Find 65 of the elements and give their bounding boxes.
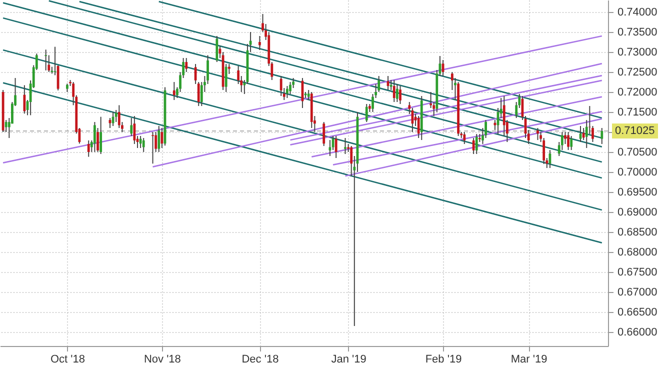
y-tick-label: 0.73500 <box>618 26 658 38</box>
y-tick-label: 0.68000 <box>618 246 658 258</box>
candlestick <box>548 150 552 168</box>
candlestick <box>114 110 118 122</box>
x-tick-label: Mar '19 <box>510 354 548 365</box>
x-tick-label: Dec '18 <box>242 354 279 365</box>
y-tick-label: 0.69000 <box>618 206 658 218</box>
candlestick <box>44 49 48 71</box>
x-tick-label: Jan '19 <box>331 354 366 365</box>
y-tick-label: 0.74000 <box>618 6 658 18</box>
candlestick <box>118 104 120 128</box>
candlestick <box>87 140 90 158</box>
candlestick <box>54 46 56 76</box>
candlestick <box>23 84 26 114</box>
candlestick <box>224 64 228 92</box>
candlestick <box>280 76 282 96</box>
candlestick <box>286 86 288 98</box>
candlestick <box>94 122 96 152</box>
y-tick-label: 0.72000 <box>618 86 658 98</box>
y-tick-label: 0.68500 <box>618 226 658 238</box>
y-tick-label: 0.70000 <box>618 166 658 178</box>
y-tick-label: 0.66500 <box>618 306 658 318</box>
candlestick <box>463 132 466 144</box>
y-tick-label: 0.72500 <box>618 66 658 78</box>
y-tick-label: 0.73000 <box>618 46 658 58</box>
y-tick-label: 0.71500 <box>618 106 658 118</box>
candlestick <box>365 104 368 122</box>
y-tick-label: 0.70500 <box>618 146 658 158</box>
candlestick <box>536 128 539 140</box>
candlestick <box>160 128 164 148</box>
candlestick <box>396 84 398 102</box>
candlestick <box>322 122 326 146</box>
candlestick <box>130 118 133 136</box>
candlestick <box>142 138 145 152</box>
candlestick <box>392 80 396 102</box>
y-tick-label: 0.69500 <box>618 186 658 198</box>
candlestick <box>185 58 188 72</box>
candlestick <box>158 126 160 152</box>
candlestick <box>258 36 261 50</box>
candlestick <box>289 82 292 94</box>
candlestick <box>133 116 136 144</box>
y-tick-label: 0.67000 <box>618 286 658 298</box>
candlestick <box>472 138 475 154</box>
candlestick <box>475 134 478 154</box>
candlestick <box>228 64 230 74</box>
y-tick-label: 0.67500 <box>618 266 658 278</box>
candlestick <box>172 82 176 100</box>
x-tick-label: Nov '18 <box>144 354 181 365</box>
x-tick-label: Feb '19 <box>425 354 462 365</box>
candlestick <box>216 36 218 62</box>
candlestick <box>4 120 8 132</box>
candlestick <box>564 132 566 144</box>
candlestick <box>152 132 154 164</box>
y-tick-label: 0.66000 <box>618 326 658 338</box>
candlestick <box>399 86 402 104</box>
candlestick <box>334 136 338 158</box>
x-tick-label: Oct '18 <box>50 354 85 365</box>
candlestick <box>328 140 332 156</box>
candlestick <box>307 90 310 100</box>
candlestick <box>567 132 570 150</box>
candlestick <box>570 136 573 150</box>
candlestick <box>100 116 102 154</box>
ref-line-label: 0.71025 <box>615 125 655 137</box>
candlestick <box>600 128 604 144</box>
candlestick <box>344 138 346 154</box>
